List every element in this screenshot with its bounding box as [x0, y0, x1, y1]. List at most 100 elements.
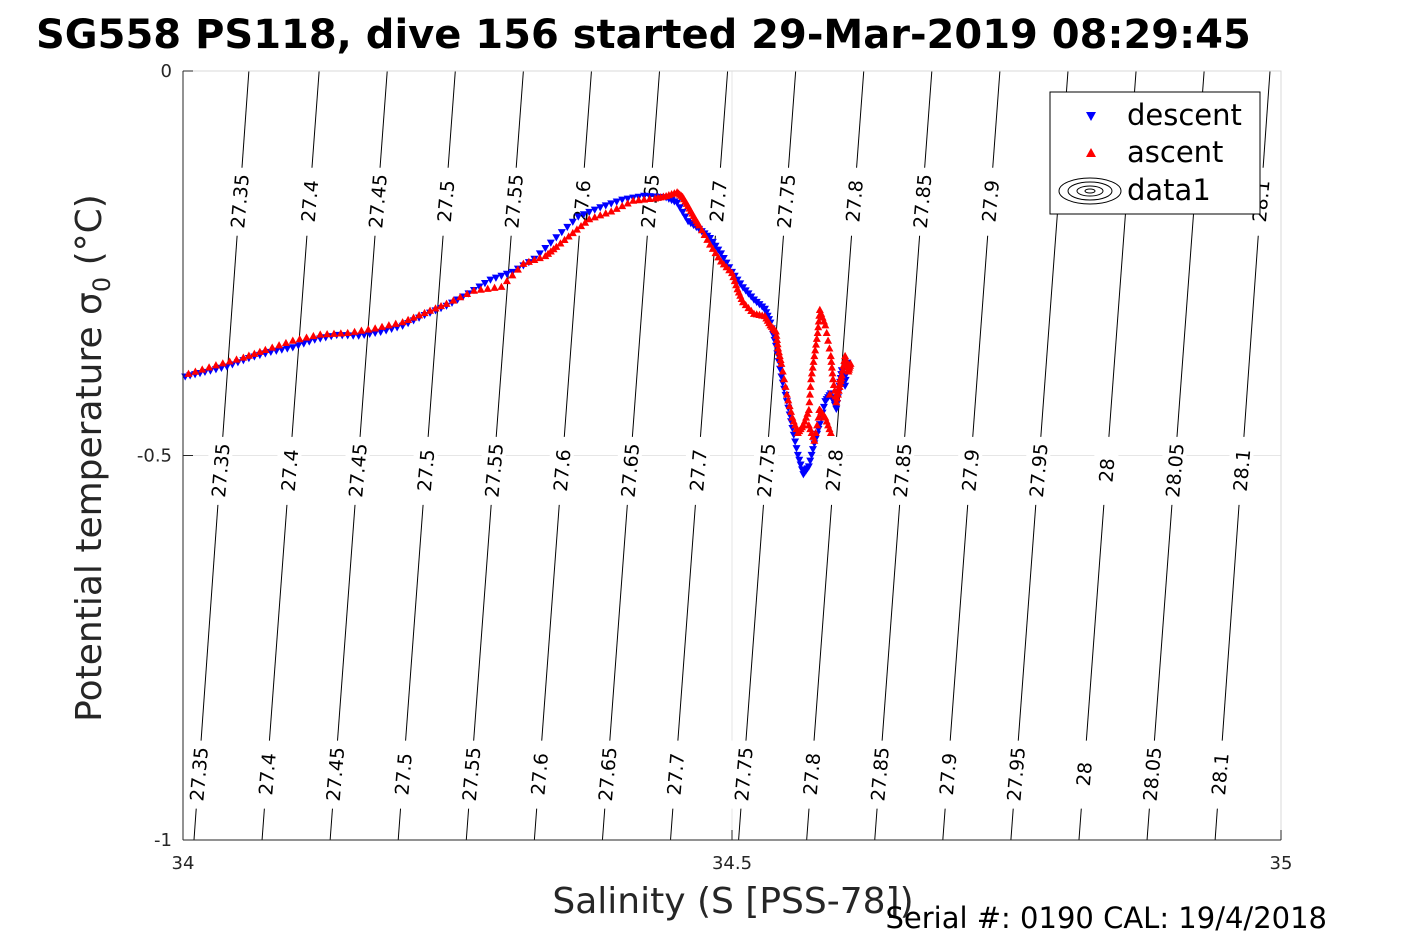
- ascent-point: [476, 285, 485, 293]
- ascent-point: [607, 207, 616, 215]
- ascent-point: [784, 396, 793, 404]
- contour-label-gap: [935, 740, 960, 809]
- descent-point: [563, 223, 572, 232]
- contour-label-27.4: 27.4: [278, 448, 304, 492]
- descent-point: [832, 405, 841, 413]
- ascent-point: [497, 282, 506, 290]
- descent-point: [623, 195, 632, 203]
- ascent-point: [437, 301, 446, 310]
- ascent-point: [232, 355, 241, 363]
- ascent-point: [838, 366, 847, 374]
- ascent-point: [250, 349, 259, 357]
- ascent-point: [645, 194, 654, 203]
- ascent-point: [581, 218, 590, 226]
- contour-label-gap: [978, 167, 1003, 236]
- ascent-point: [577, 221, 586, 230]
- descent-point: [808, 446, 817, 454]
- ascent-point: [811, 340, 820, 348]
- data-points: [181, 188, 855, 479]
- ascent-point: [821, 321, 830, 329]
- contour-label-gap: [481, 436, 506, 505]
- ascent-point: [508, 271, 517, 279]
- ascent-point: [420, 308, 429, 317]
- ascent-point: [601, 209, 610, 217]
- contour-label-28.05: 28.05: [1162, 442, 1189, 498]
- ascent-point: [415, 311, 424, 319]
- legend-descent-label: descent: [1127, 98, 1242, 132]
- descent-point: [719, 255, 728, 263]
- ascent-point: [832, 398, 841, 406]
- contour-label-27.4: 27.4: [255, 752, 281, 796]
- descent-point: [486, 276, 495, 284]
- ascent-point: [590, 213, 599, 221]
- descent-point: [607, 200, 616, 208]
- ascent-point: [809, 357, 818, 365]
- ascent-point: [640, 195, 649, 203]
- descent-point: [806, 457, 815, 465]
- contour-label-gap: [705, 167, 730, 236]
- ascent-point: [805, 390, 814, 398]
- tick-labels: 34 34.5 35 -1 -0.5 0: [137, 61, 1293, 874]
- descent-point: [819, 403, 828, 412]
- contour-label-27.75: 27.75: [774, 173, 801, 229]
- ascent-point: [814, 413, 823, 421]
- descent-point: [673, 199, 682, 207]
- ascent-point: [772, 331, 781, 339]
- y-tick-label--0.5: -0.5: [137, 446, 172, 467]
- descent-point: [497, 272, 506, 280]
- ascent-point: [697, 226, 706, 234]
- contour-label-gap: [773, 167, 798, 236]
- contour-label-27.75: 27.75: [731, 746, 758, 802]
- contour-label-27.6: 27.6: [550, 448, 576, 492]
- ascent-point: [780, 375, 789, 383]
- descent-point: [491, 274, 500, 282]
- x-tick-label-34.5: 34.5: [712, 853, 752, 874]
- ascent-point: [771, 327, 780, 335]
- ascent-point: [316, 330, 325, 338]
- contour-label-27.55: 27.55: [459, 746, 486, 802]
- ascent-point: [309, 331, 318, 340]
- ascent-point: [839, 361, 848, 369]
- ascent-point: [184, 369, 193, 377]
- legend-box: [1049, 91, 1261, 215]
- ascent-point: [826, 428, 835, 437]
- contour-label-27.55: 27.55: [481, 442, 508, 498]
- ascent-point: [834, 386, 843, 394]
- contour-label-gap: [867, 740, 892, 809]
- ascent-point: [442, 299, 451, 307]
- contour-label-gap: [958, 436, 983, 505]
- contour-label-gap: [1139, 740, 1164, 809]
- descent-point: [574, 213, 583, 221]
- ascent-point: [703, 235, 712, 243]
- contour-label-27.45: 27.45: [345, 442, 372, 498]
- ascent-point: [826, 351, 835, 360]
- ascent-point: [275, 341, 284, 349]
- contour-label-gap: [322, 740, 347, 809]
- ascent-point: [225, 357, 234, 365]
- contour-label-gap: [1207, 740, 1232, 809]
- contour-label-gap: [890, 436, 915, 505]
- contour-label-27.5: 27.5: [391, 752, 417, 796]
- ascent-point: [612, 204, 621, 212]
- ascent-point: [288, 336, 297, 344]
- ascent-point: [810, 351, 819, 360]
- ascent-point: [824, 336, 833, 344]
- ascent-point: [841, 355, 850, 363]
- ascent-point: [811, 346, 820, 354]
- contour-label-27.85: 27.85: [910, 173, 937, 229]
- ascent-point: [530, 255, 539, 264]
- ascent-point: [782, 390, 791, 398]
- chart-title: SG558 PS118, dive 156 started 29-Mar-201…: [36, 12, 1251, 58]
- ascent-point: [295, 335, 304, 343]
- ascent-point: [426, 306, 435, 314]
- ascent-point: [371, 324, 380, 332]
- legend-ascent-label: ascent: [1127, 135, 1223, 169]
- ascent-point: [268, 343, 277, 351]
- ascent-point: [810, 436, 819, 444]
- ascent-point: [244, 351, 253, 359]
- descent-point: [283, 345, 292, 353]
- ascent-point: [827, 357, 836, 365]
- contour-label-27.45: 27.45: [323, 746, 350, 802]
- ascent-point: [775, 351, 784, 360]
- descent-point: [777, 373, 786, 381]
